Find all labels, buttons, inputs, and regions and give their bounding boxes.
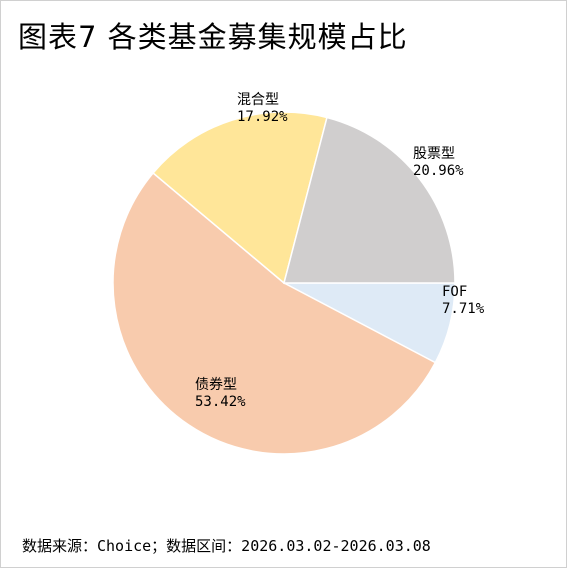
slice-value-label: 17.92%: [237, 109, 288, 125]
pie-slice: [152, 111, 328, 285]
slice-name-label: 混合型: [237, 92, 279, 108]
pie-slices: [112, 111, 456, 455]
slice-value-label: 20.96%: [413, 163, 464, 179]
pie-slice: [112, 171, 437, 455]
slice-name-label: 债券型: [195, 377, 237, 393]
slice-value-label: 53.42%: [195, 394, 246, 410]
chart-title: 图表7 各类基金募集规模占比: [18, 20, 408, 54]
slice-name-label: 股票型: [413, 146, 455, 162]
slice-value-label: 7.71%: [442, 301, 485, 317]
slice-name-label: FOF: [442, 284, 467, 300]
source-note: 数据来源：Choice；数据区间：2026.03.02-2026.03.08: [22, 537, 431, 555]
pie-slice: [283, 116, 456, 284]
